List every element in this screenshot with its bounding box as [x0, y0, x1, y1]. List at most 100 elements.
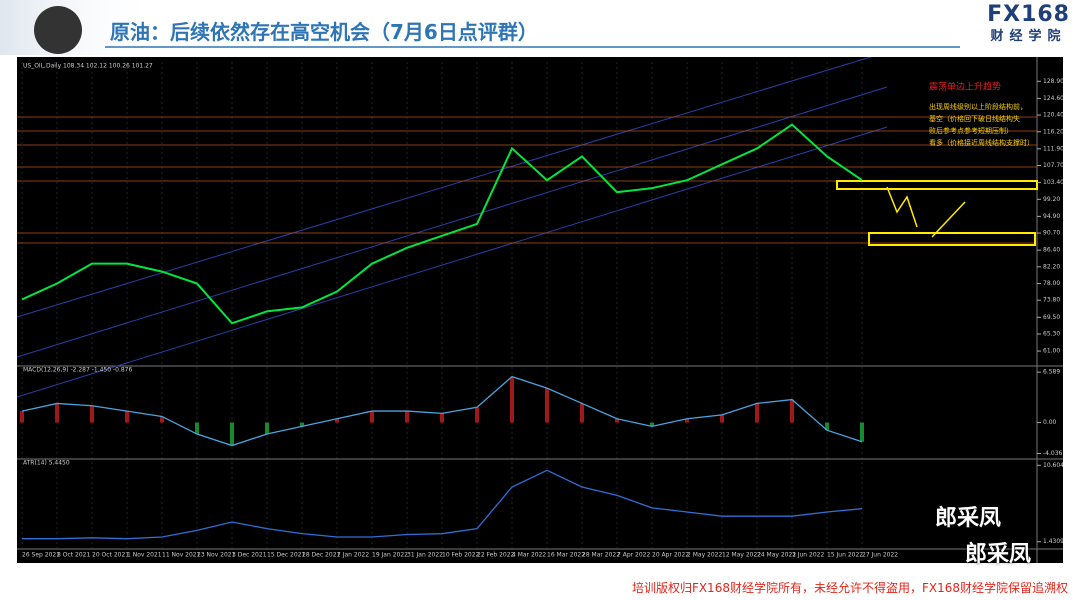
- x-tick-label: 7 Apr 2022: [617, 552, 650, 559]
- panel-title: MACD(12,26,9) -2.287 -1.450 -0.876: [23, 367, 132, 374]
- x-tick-label: 15 Dec 2021: [267, 552, 306, 559]
- histogram: [300, 422, 304, 427]
- histogram: [685, 418, 689, 423]
- histogram: [160, 416, 164, 423]
- annotation: 出现周线级别以上阶段结构前，: [929, 102, 1027, 111]
- channel: [17, 57, 873, 318]
- logo-brand: FX168: [987, 2, 1070, 27]
- zone-box: [836, 180, 1038, 190]
- histogram: [475, 407, 479, 423]
- x-tick-label: 27 Jun 2022: [862, 552, 898, 559]
- y-tick-label: 6.589: [1043, 369, 1060, 376]
- footer: 培训版权归FX168财经学院所有，未经允许不得盗用，FX168财经学院保留追溯权: [631, 581, 1068, 595]
- header-decor: [0, 0, 960, 55]
- annotation: 看多（价格接近周线结构支撑时）: [929, 138, 1034, 147]
- x-tick-label: 1 Nov 2021: [127, 552, 162, 559]
- y-tick-label: 73.80: [1043, 297, 1060, 304]
- y-tick-label: 107.70: [1043, 162, 1063, 169]
- y-tick-label: 61.00: [1043, 348, 1060, 355]
- histogram: [860, 422, 864, 442]
- y-tick-label: 78.00: [1043, 280, 1060, 287]
- x-tick-label: 20 Oct 2021: [92, 552, 129, 559]
- y-tick-label: 103.40: [1043, 179, 1063, 186]
- x-tick-label: 7 Jan 2022: [337, 552, 369, 559]
- chart-bg: [17, 57, 1063, 563]
- y-tick-label: 69.50: [1043, 314, 1060, 321]
- histogram: [615, 418, 619, 423]
- logo: FX168 财经学院: [987, 2, 1070, 44]
- x-tick-label: 2 May 2022: [687, 552, 722, 559]
- x-tick-label: 8 Oct 2021: [57, 552, 90, 559]
- x-tick-label: 4 Mar 2022: [512, 552, 546, 559]
- x-tick-label: 15 Jun 2022: [827, 552, 863, 559]
- histogram: [20, 411, 24, 423]
- histogram: [195, 422, 199, 435]
- histogram: [545, 388, 549, 423]
- series-line: [21, 123, 863, 325]
- channel: [17, 126, 888, 398]
- histogram: [265, 422, 269, 435]
- histogram: [55, 403, 59, 423]
- x-tick-label: 23 Nov 2021: [197, 552, 236, 559]
- histogram: [720, 414, 724, 423]
- x-tick-label: 24 May 2022: [757, 552, 796, 559]
- logo-sub: 财经学院: [990, 29, 1067, 44]
- y-tick-label: 116.20: [1043, 128, 1063, 135]
- y-tick-label: 90.70: [1043, 230, 1060, 237]
- watermark: 郎采凤: [965, 542, 1032, 567]
- histogram: [370, 411, 374, 423]
- arrow: [931, 201, 966, 238]
- y-tick-label: 128.90: [1043, 78, 1063, 85]
- histogram: [790, 399, 794, 423]
- histogram: [230, 422, 234, 446]
- histogram: [650, 422, 654, 427]
- x-tick-label: 3 Dec 2021: [232, 552, 267, 559]
- x-tick-label: 12 May 2022: [722, 552, 761, 559]
- histogram: [90, 405, 94, 423]
- series-line: [21, 375, 863, 447]
- x-tick-label: 26 Sep 2021: [22, 552, 60, 559]
- y-tick-label: 111.90: [1043, 145, 1063, 152]
- x-tick-label: 28 Mar 2022: [582, 552, 620, 559]
- y-tick-label: 99.20: [1043, 196, 1060, 203]
- series-line: [22, 469, 863, 540]
- histogram: [335, 418, 339, 423]
- title: 原油：后续依然存在高空机会（7月6日点评群）: [110, 20, 538, 44]
- histogram: [405, 411, 409, 423]
- histogram: [755, 403, 759, 423]
- x-tick-label: 3 Jun 2022: [792, 552, 824, 559]
- x-tick-label: 31 Jan 2022: [407, 552, 443, 559]
- x-tick-label: 19 Jan 2022: [372, 552, 408, 559]
- arrow: [886, 186, 918, 228]
- annotation: 基空（价格回下破日线结构失: [929, 114, 1020, 123]
- header-dot: [34, 6, 82, 54]
- watermark: 郎采凤: [935, 506, 1002, 531]
- y-tick-label: 124.60: [1043, 95, 1063, 102]
- y-tick-label: 1.4309: [1043, 538, 1063, 545]
- channel: [17, 86, 888, 358]
- annotation: 震荡单边上升趋势: [929, 81, 1001, 93]
- y-tick-label: -4.036: [1043, 450, 1063, 457]
- y-tick-label: 10.6045: [1043, 462, 1063, 469]
- y-tick-label: 65.30: [1043, 330, 1060, 337]
- y-tick-label: 0.00: [1043, 419, 1057, 426]
- y-tick-label: 86.40: [1043, 247, 1060, 254]
- histogram: [440, 413, 444, 423]
- panel-title: ATR(14) 5.4450: [23, 460, 70, 467]
- x-tick-label: 11 Nov 2021: [162, 552, 201, 559]
- x-tick-label: 10 Feb 2022: [442, 552, 480, 559]
- y-tick-label: 82.20: [1043, 263, 1060, 270]
- x-tick-label: 28 Dec 2021: [302, 552, 341, 559]
- y-tick-label: 94.90: [1043, 213, 1060, 220]
- x-tick-label: 20 Apr 2022: [652, 552, 689, 559]
- histogram: [825, 422, 829, 431]
- annotation: 败后参考点参考短期压制）: [929, 126, 1013, 135]
- histogram: [510, 376, 514, 423]
- y-tick-label: 120.40: [1043, 112, 1063, 119]
- x-tick-label: 22 Feb 2022: [477, 552, 515, 559]
- zone-box: [868, 232, 1036, 246]
- histogram: [580, 403, 584, 423]
- histogram: [125, 411, 129, 423]
